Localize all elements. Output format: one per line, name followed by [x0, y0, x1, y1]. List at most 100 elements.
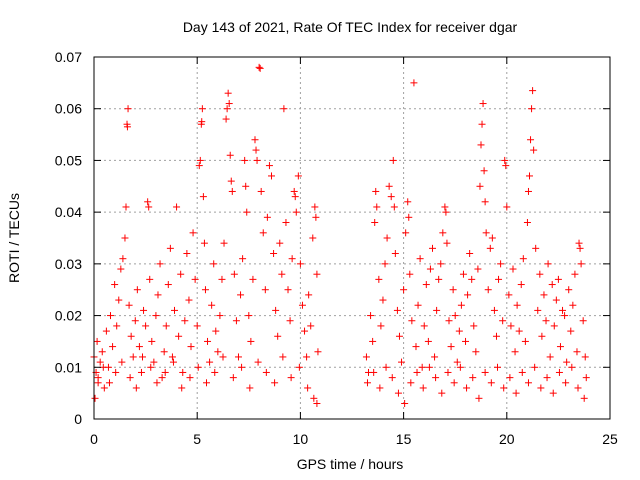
- data-point: [204, 337, 212, 345]
- data-point: [528, 105, 536, 113]
- data-point: [191, 275, 199, 283]
- data-point: [280, 105, 288, 113]
- data-point: [390, 203, 398, 211]
- data-point: [223, 105, 231, 113]
- data-point: [478, 120, 486, 128]
- data-point: [433, 306, 441, 314]
- data-point: [261, 286, 269, 294]
- data-point: [369, 337, 377, 345]
- data-point: [538, 332, 546, 340]
- data-point: [218, 275, 226, 283]
- data-point: [153, 379, 161, 387]
- y-tick-label: 0.05: [55, 152, 82, 168]
- x-tick-label: 15: [396, 431, 412, 447]
- data-point: [216, 312, 224, 320]
- data-point: [402, 229, 410, 237]
- data-point: [139, 353, 147, 361]
- data-point: [474, 265, 482, 273]
- data-point: [125, 301, 133, 309]
- y-tick-label: 0: [74, 411, 82, 427]
- data-point: [408, 317, 416, 325]
- data-point: [506, 374, 514, 382]
- data-points: [90, 63, 590, 407]
- data-point: [255, 63, 263, 71]
- data-point: [435, 275, 443, 283]
- data-point: [512, 389, 520, 397]
- data-point: [148, 337, 156, 345]
- data-point: [150, 358, 158, 366]
- data-point: [239, 255, 247, 263]
- data-point: [228, 187, 236, 195]
- data-point: [481, 368, 489, 376]
- data-point: [401, 399, 409, 407]
- data-point: [579, 317, 587, 325]
- data-point: [226, 151, 234, 159]
- data-point: [540, 291, 548, 299]
- data-point: [124, 105, 132, 113]
- data-point: [146, 275, 154, 283]
- data-point: [313, 270, 321, 278]
- data-point: [569, 301, 577, 309]
- data-point: [464, 291, 472, 299]
- y-tick-label: 0.06: [55, 101, 82, 117]
- data-point: [107, 312, 115, 320]
- data-point: [451, 312, 459, 320]
- data-point: [199, 193, 207, 201]
- data-point: [272, 306, 280, 314]
- data-point: [232, 317, 240, 325]
- data-point: [201, 286, 209, 294]
- data-point: [563, 358, 571, 366]
- data-point: [480, 167, 488, 175]
- data-point: [183, 250, 191, 258]
- data-point: [546, 353, 554, 361]
- data-point: [208, 301, 216, 309]
- data-point: [455, 327, 463, 335]
- data-point: [310, 394, 318, 402]
- data-point: [237, 291, 245, 299]
- data-point: [475, 394, 483, 402]
- data-point: [511, 348, 519, 356]
- data-point: [537, 384, 545, 392]
- data-point: [287, 374, 295, 382]
- y-axis-label: ROTI / TECUs: [6, 193, 22, 283]
- data-point: [270, 250, 278, 258]
- data-point: [132, 384, 140, 392]
- data-point: [225, 100, 233, 108]
- axis-ticks: [93, 56, 611, 420]
- data-point: [407, 379, 415, 387]
- data-point: [111, 281, 119, 289]
- data-point: [313, 399, 321, 407]
- data-point: [385, 182, 393, 190]
- data-point: [509, 265, 517, 273]
- data-point: [142, 322, 150, 330]
- data-point: [227, 177, 235, 185]
- data-point: [245, 312, 253, 320]
- data-point: [523, 218, 531, 226]
- data-point: [449, 286, 457, 294]
- data-point: [530, 146, 538, 154]
- data-point: [410, 79, 418, 87]
- data-point: [241, 156, 249, 164]
- data-point: [432, 374, 440, 382]
- data-point: [274, 332, 282, 340]
- data-point: [518, 368, 526, 376]
- data-point: [140, 306, 148, 314]
- data-point: [112, 368, 120, 376]
- data-point: [169, 358, 177, 366]
- data-point: [166, 244, 174, 252]
- data-point: [113, 322, 121, 330]
- data-point: [314, 348, 322, 356]
- data-point: [262, 368, 270, 376]
- data-point: [382, 363, 390, 371]
- data-point: [445, 317, 453, 325]
- data-point: [129, 353, 137, 361]
- data-point: [414, 301, 422, 309]
- data-point: [193, 322, 201, 330]
- data-point: [311, 203, 319, 211]
- data-point: [419, 384, 427, 392]
- y-tick-label: 0.02: [55, 308, 82, 324]
- data-point: [531, 363, 539, 371]
- data-point: [431, 353, 439, 361]
- data-point: [405, 213, 413, 221]
- x-tick-label: 10: [293, 431, 309, 447]
